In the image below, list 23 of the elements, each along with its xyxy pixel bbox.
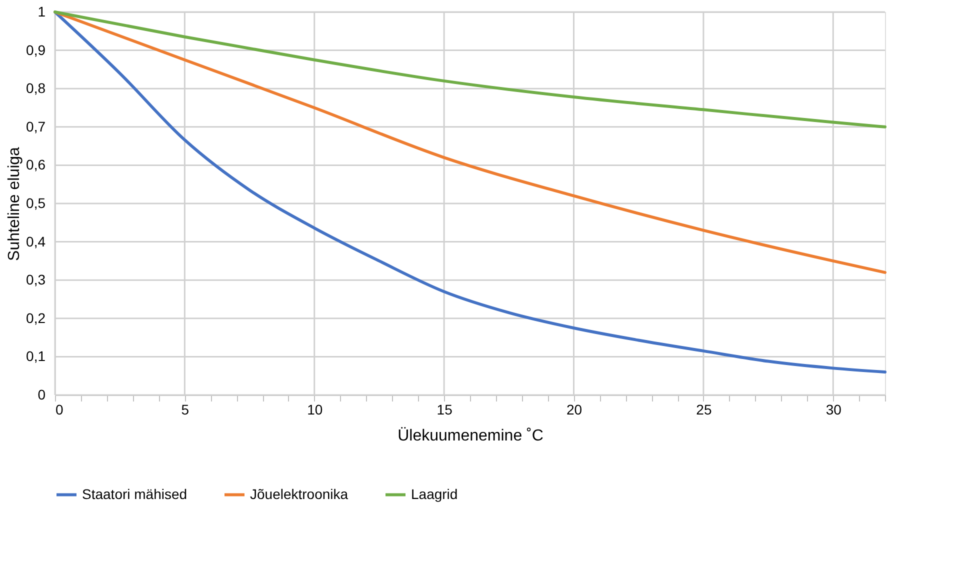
x-tick-label: 5 bbox=[181, 402, 190, 418]
x-tick-label: 20 bbox=[566, 402, 582, 418]
y-tick-label: 0,5 bbox=[26, 195, 46, 211]
x-tick-label: 10 bbox=[307, 402, 323, 418]
y-axis-title: Suhteline eluiga bbox=[6, 146, 24, 261]
x-tick-label: 25 bbox=[696, 402, 712, 418]
legend-label: Staatori mähised bbox=[82, 486, 188, 502]
y-tick-label: 0,6 bbox=[26, 156, 46, 173]
y-tick-label: 0,7 bbox=[26, 118, 46, 134]
y-tick-label: 0 bbox=[38, 386, 46, 402]
x-tick-label: 30 bbox=[826, 402, 842, 418]
y-tick-label: 0,9 bbox=[26, 42, 46, 58]
y-tick-label: 0,1 bbox=[26, 348, 46, 364]
x-tick-label: 0 bbox=[56, 402, 64, 418]
x-axis-title: Ülekuumenemine ˚C bbox=[398, 426, 544, 444]
y-tick-label: 0,4 bbox=[26, 233, 46, 250]
legend-label: Laagrid bbox=[411, 486, 458, 502]
y-tick-label: 0,8 bbox=[26, 80, 46, 96]
legend-label: Jõuelektroonika bbox=[250, 486, 348, 502]
y-tick-label: 0,3 bbox=[26, 272, 46, 288]
y-tick-label: 1 bbox=[38, 4, 46, 20]
x-tick-label: 15 bbox=[436, 402, 453, 418]
y-tick-label: 0,2 bbox=[26, 310, 46, 326]
